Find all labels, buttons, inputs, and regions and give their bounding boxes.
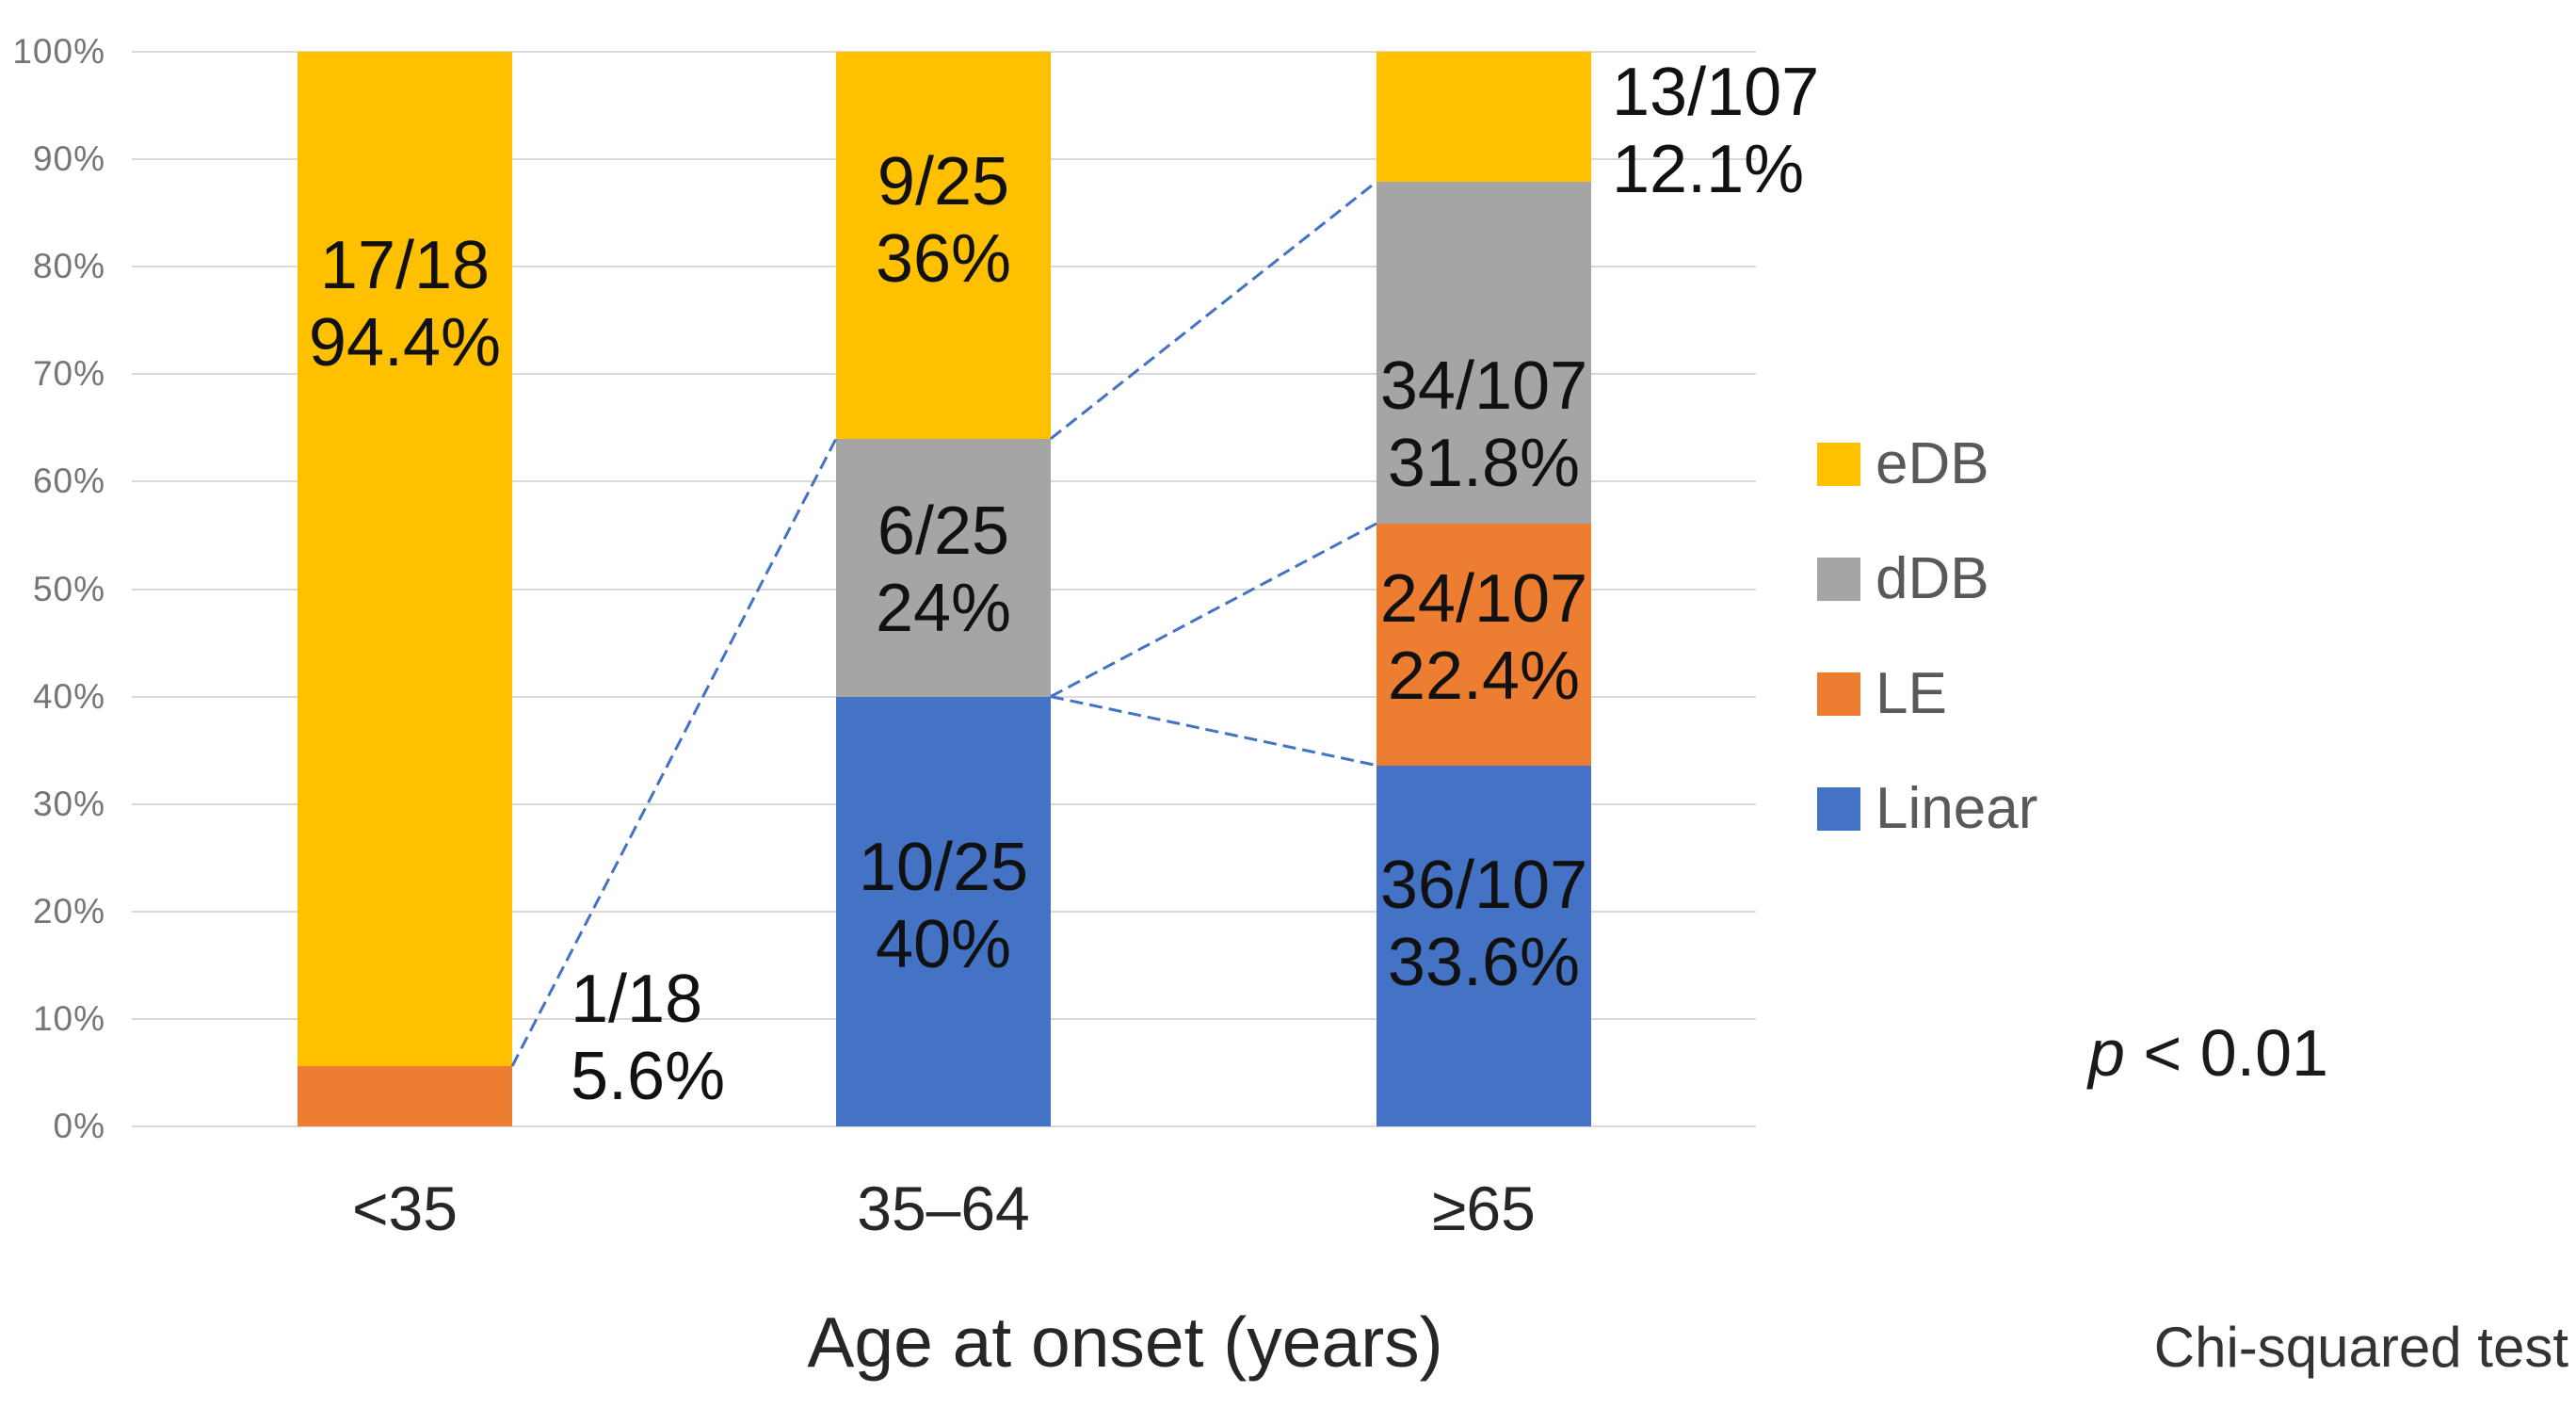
bar-segment-edb [298, 52, 512, 1067]
legend-swatch-icon [1817, 787, 1860, 831]
segment-count-label: 17/18 [319, 228, 491, 304]
test-name-annotation: Chi-squared test [2153, 1316, 2568, 1379]
bar-segment-edb [836, 52, 1051, 439]
segment-count-label: 34/107 [1379, 348, 1588, 424]
segment-percent-label: 22.4% [1387, 638, 1581, 714]
legend-swatch-icon [1817, 558, 1860, 601]
legend-swatch-icon [1817, 672, 1860, 716]
segment-percent-label: 94.4% [308, 305, 502, 381]
y-axis-tick-label: 30% [32, 784, 105, 823]
y-axis-tick-label: 50% [32, 569, 105, 608]
y-axis-tick-label: 90% [32, 139, 105, 179]
x-axis-tick-label: <35 [352, 1173, 458, 1243]
segment-label-le: 1/18 5.6% [571, 961, 725, 1115]
segment-count-label: 36/107 [1379, 848, 1588, 924]
bar-segment-le [298, 1066, 512, 1126]
segment-label-ddb: 34/107 31.8% [1377, 348, 1591, 502]
segment-percent-label: 24% [875, 570, 1012, 646]
segment-label-edb: 17/18 94.4% [298, 227, 512, 381]
x-axis-tick-label: 35–64 [857, 1173, 1030, 1243]
y-axis-tick-label: 80% [32, 247, 105, 286]
x-axis-tick-label: ≥65 [1432, 1173, 1536, 1243]
bar-segment-linear [836, 696, 1051, 1126]
p-value-text: < 0.01 [2124, 1016, 2328, 1090]
legend-swatch-icon [1817, 443, 1860, 486]
segment-label-linear: 36/107 33.6% [1377, 847, 1591, 1001]
segment-count-label: 24/107 [1379, 560, 1588, 637]
y-axis-tick-label: 70% [32, 354, 105, 394]
gridline [132, 1125, 1756, 1127]
bar-segment-linear [1377, 765, 1591, 1126]
legend-item-linear: Linear [1817, 780, 2037, 838]
legend-label: Linear [1876, 776, 2038, 841]
legend-label: dDB [1876, 546, 1989, 611]
bar-segment-ddb [1377, 182, 1591, 524]
y-axis-tick-label: 0% [53, 1107, 105, 1145]
segment-label-ddb: 6/25 24% [836, 493, 1051, 647]
legend-label: LE [1876, 661, 1947, 726]
segment-percent-label: 5.6% [571, 1039, 726, 1115]
segment-label-edb: 13/107 12.1% [1612, 54, 1819, 208]
y-axis-tick-label: 100% [12, 32, 105, 71]
segment-percent-label: 36% [875, 221, 1012, 298]
segment-count-label: 9/25 [877, 144, 1010, 220]
x-axis-title: Age at onset (years) [807, 1303, 1443, 1382]
segment-percent-label: 40% [875, 907, 1012, 983]
y-axis-tick-label: 40% [32, 676, 105, 716]
legend-label: eDB [1876, 431, 1989, 496]
y-axis-tick-label: 10% [32, 998, 105, 1038]
y-axis-tick-label: 60% [32, 461, 105, 501]
segment-label-edb: 9/25 36% [836, 143, 1051, 298]
segment-count-label: 1/18 [571, 962, 703, 1038]
bar-segment-ddb [836, 438, 1051, 697]
segment-percent-label: 12.1% [1612, 132, 1805, 208]
legend-item-ddb: dDB [1817, 550, 1989, 608]
legend-item-edb: eDB [1817, 435, 1989, 494]
p-symbol: p [2088, 1016, 2125, 1090]
segment-label-le: 24/107 22.4% [1377, 560, 1591, 715]
bar-segment-le [1377, 523, 1591, 766]
segment-label-linear: 10/25 40% [836, 829, 1051, 983]
y-axis-tick-label: 20% [32, 891, 105, 931]
p-value-annotation: p < 0.01 [2088, 1015, 2328, 1091]
segment-count-label: 6/25 [877, 493, 1010, 569]
segment-percent-label: 33.6% [1387, 925, 1581, 1001]
bar-segment-edb [1377, 52, 1591, 183]
segment-percent-label: 31.8% [1387, 425, 1581, 501]
segment-count-label: 10/25 [858, 830, 1029, 906]
segment-count-label: 13/107 [1612, 55, 1820, 131]
legend-item-le: LE [1817, 665, 1947, 723]
